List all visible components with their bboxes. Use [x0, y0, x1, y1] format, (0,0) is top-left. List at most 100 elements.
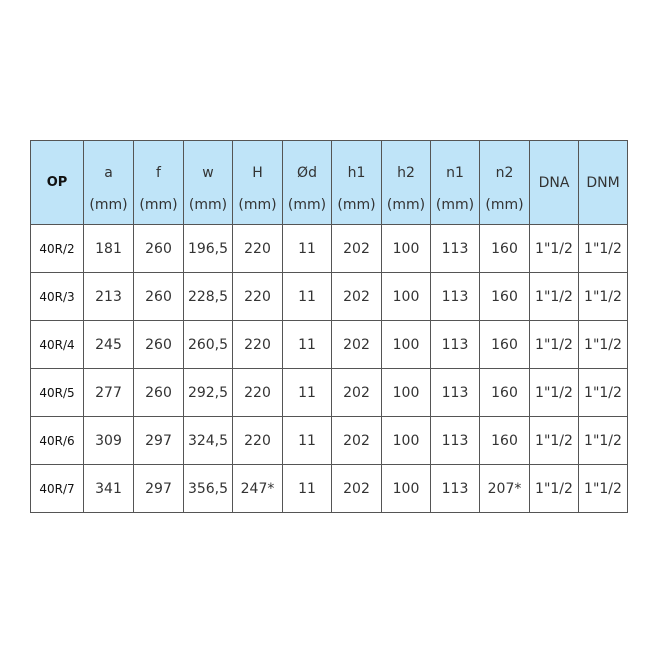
value-cell: 160 — [479, 416, 530, 465]
column-header: h2 (mm) — [381, 140, 431, 225]
model-cell: 40R/2 — [30, 224, 84, 273]
dimensions-table: OP a (mm) f (mm) w (mm) H (mm) Ød (mm) h1 (mm) h2 (mm)… — [30, 140, 628, 513]
value-cell: 1"1/2 — [578, 272, 628, 321]
value-cell: 1"1/2 — [578, 224, 628, 273]
value-cell: 228,5 — [183, 272, 233, 321]
value-cell: 11 — [282, 224, 332, 273]
column-unit: (mm) — [435, 197, 475, 213]
value-cell: 1"1/2 — [529, 272, 579, 321]
value-cell: 247* — [232, 464, 283, 513]
column-unit: (mm) — [386, 197, 426, 213]
value-cell: 245 — [83, 320, 134, 369]
table-row: 40R/5 277 260 292,5 220 11 202 100 113 160 1"1/2 1"… — [30, 368, 628, 417]
column-unit: (mm) — [238, 197, 277, 213]
value-cell: 1"1/2 — [529, 320, 579, 369]
value-cell: 160 — [479, 224, 530, 273]
table-row: 40R/7 341 297 356,5 247* 11 202 100 113 207* 1"1/2… — [30, 464, 628, 513]
value-cell: 100 — [381, 416, 431, 465]
value-cell: 1"1/2 — [529, 416, 579, 465]
column-label: n1 — [446, 165, 464, 181]
table-row: 40R/3 213 260 228,5 220 11 202 100 113 160 1"1/2 1"… — [30, 272, 628, 321]
value-cell: 113 — [430, 464, 480, 513]
table-row: 40R/6 309 297 324,5 220 11 202 100 113 160 1"1/2 1"… — [30, 416, 628, 465]
model-cell: 40R/7 — [30, 464, 84, 513]
value-cell: 160 — [479, 320, 530, 369]
value-cell: 213 — [83, 272, 134, 321]
value-cell: 11 — [282, 272, 332, 321]
column-header: H (mm) — [232, 140, 283, 225]
value-cell: 160 — [479, 272, 530, 321]
value-cell: 1"1/2 — [529, 224, 579, 273]
model-cell: 40R/5 — [30, 368, 84, 417]
value-cell: 11 — [282, 464, 332, 513]
value-cell: 297 — [133, 464, 184, 513]
value-cell: 356,5 — [183, 464, 233, 513]
column-label: OP — [46, 175, 68, 190]
column-header: n2 (mm) — [479, 140, 530, 225]
value-cell: 202 — [331, 416, 382, 465]
value-cell: 202 — [331, 224, 382, 273]
value-cell: 113 — [430, 320, 480, 369]
column-header: h1 (mm) — [331, 140, 382, 225]
column-unit: (mm) — [485, 197, 524, 213]
value-cell: 202 — [331, 320, 382, 369]
column-label: H — [252, 165, 263, 181]
column-label: a — [104, 165, 113, 181]
value-cell: 292,5 — [183, 368, 233, 417]
model-cell: 40R/6 — [30, 416, 84, 465]
value-cell: 220 — [232, 320, 283, 369]
value-cell: 260 — [133, 368, 184, 417]
value-cell: 100 — [381, 272, 431, 321]
model-cell: 40R/4 — [30, 320, 84, 369]
value-cell: 100 — [381, 320, 431, 369]
value-cell: 202 — [331, 368, 382, 417]
column-header: n1 (mm) — [430, 140, 480, 225]
column-label: f — [156, 165, 161, 181]
column-unit: (mm) — [89, 197, 128, 213]
value-cell: 11 — [282, 368, 332, 417]
column-unit: (mm) — [139, 197, 178, 213]
column-unit: (mm) — [287, 197, 327, 213]
value-cell: 207* — [479, 464, 530, 513]
header-row: OP a (mm) f (mm) w (mm) H (mm) Ød (mm) h1 (mm) h2 (mm)… — [30, 140, 628, 225]
value-cell: 220 — [232, 416, 283, 465]
value-cell: 100 — [381, 368, 431, 417]
value-cell: 113 — [430, 416, 480, 465]
value-cell: 196,5 — [183, 224, 233, 273]
value-cell: 260,5 — [183, 320, 233, 369]
column-header: DNM — [578, 140, 628, 225]
model-cell: 40R/3 — [30, 272, 84, 321]
value-cell: 324,5 — [183, 416, 233, 465]
value-cell: 113 — [430, 272, 480, 321]
value-cell: 1"1/2 — [578, 320, 628, 369]
column-header: DNA — [529, 140, 579, 225]
value-cell: 220 — [232, 368, 283, 417]
table-row: 40R/2 181 260 196,5 220 11 202 100 113 160 1"1/2 1"… — [30, 224, 628, 273]
table-row: 40R/4 245 260 260,5 220 11 202 100 113 160 1"1/2 1"… — [30, 320, 628, 369]
column-label: h1 — [347, 165, 366, 181]
column-header: OP — [30, 140, 84, 225]
value-cell: 100 — [381, 464, 431, 513]
value-cell: 11 — [282, 320, 332, 369]
value-cell: 297 — [133, 416, 184, 465]
column-unit: (mm) — [188, 197, 228, 213]
value-cell: 260 — [133, 224, 184, 273]
value-cell: 181 — [83, 224, 134, 273]
value-cell: 309 — [83, 416, 134, 465]
value-cell: 1"1/2 — [578, 368, 628, 417]
column-header: w (mm) — [183, 140, 233, 225]
value-cell: 260 — [133, 272, 184, 321]
column-label: Ød — [297, 165, 317, 181]
column-label: DNM — [586, 174, 620, 191]
column-header: Ød (mm) — [282, 140, 332, 225]
column-header: f (mm) — [133, 140, 184, 225]
value-cell: 1"1/2 — [578, 416, 628, 465]
value-cell: 11 — [282, 416, 332, 465]
column-label: n2 — [495, 165, 514, 181]
value-cell: 220 — [232, 224, 283, 273]
value-cell: 113 — [430, 224, 480, 273]
column-label: h2 — [397, 165, 415, 181]
value-cell: 1"1/2 — [529, 464, 579, 513]
column-unit: (mm) — [337, 197, 376, 213]
value-cell: 260 — [133, 320, 184, 369]
